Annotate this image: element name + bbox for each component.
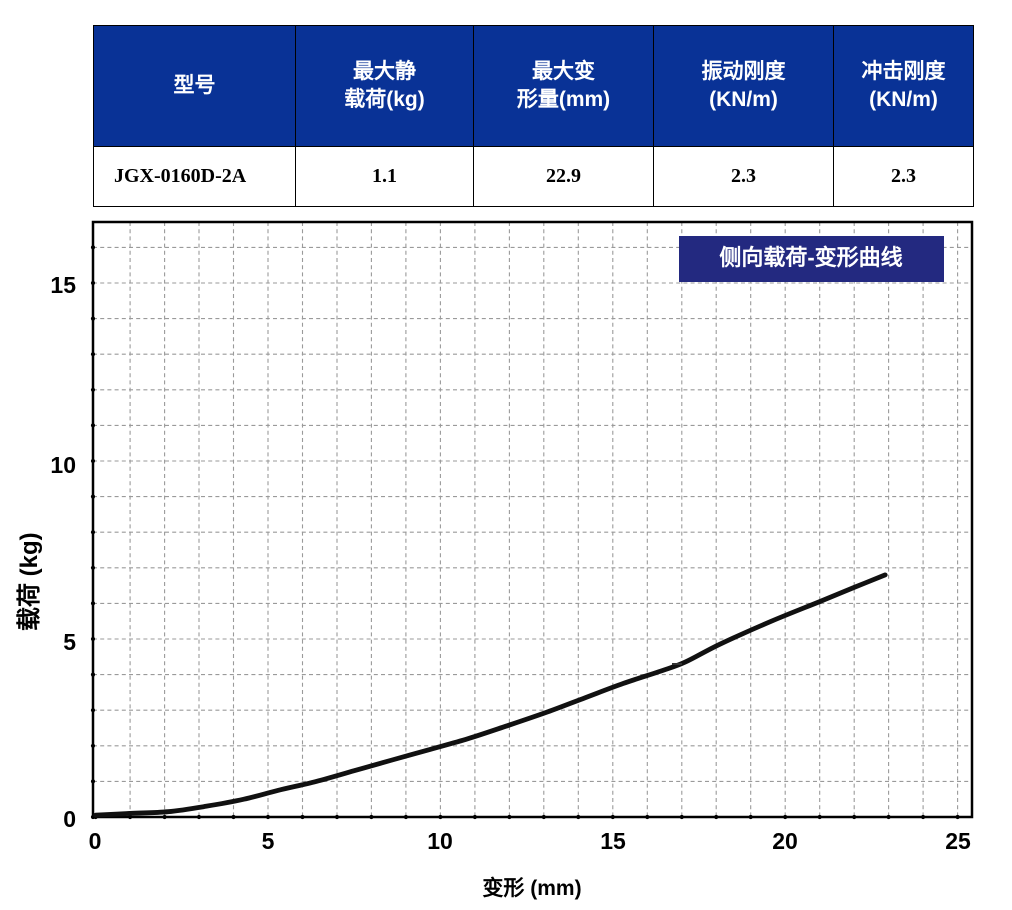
svg-text:侧向载荷-变形曲线: 侧向载荷-变形曲线 bbox=[719, 245, 902, 270]
